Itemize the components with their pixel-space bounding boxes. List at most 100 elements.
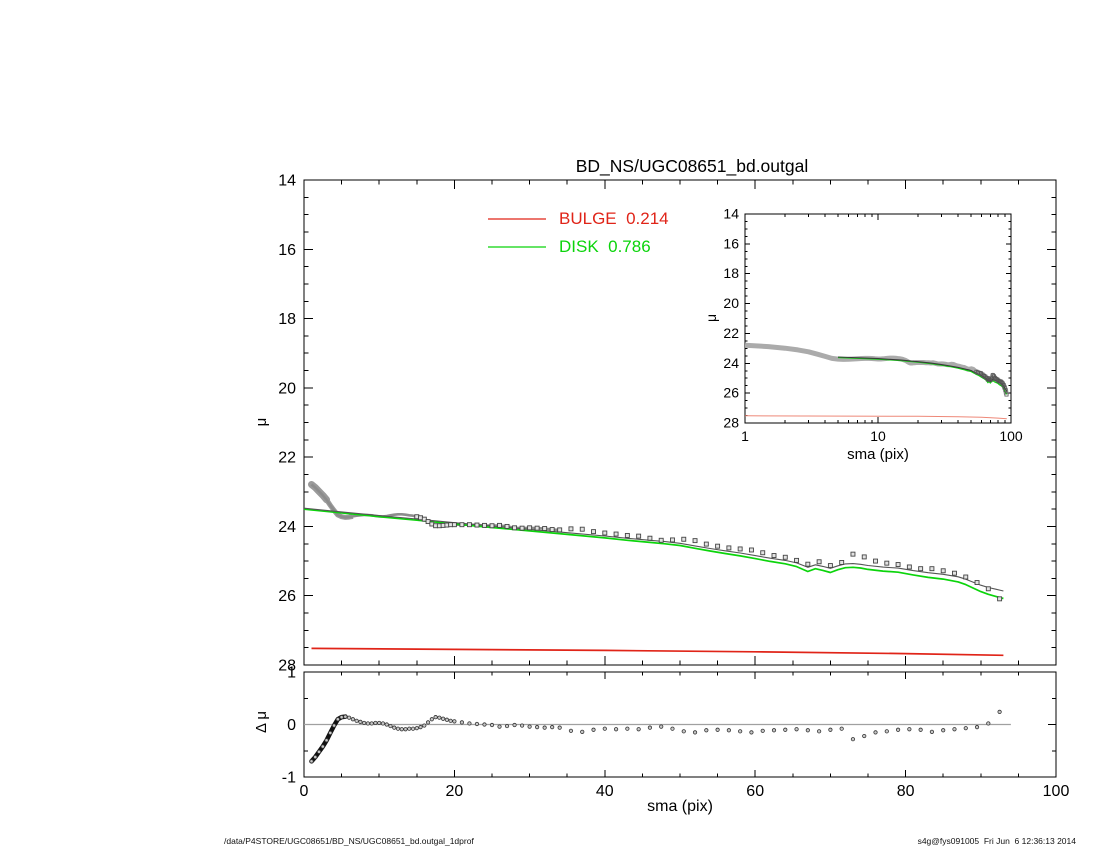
axis-tick-label: 14 — [723, 206, 739, 222]
residual-point — [362, 720, 367, 726]
inset-frame — [744, 213, 1012, 424]
residual-point — [963, 726, 968, 731]
inset-panel-series — [745, 342, 1009, 420]
inset-data-point — [1001, 383, 1006, 388]
residual-point — [542, 725, 547, 730]
residual-point — [591, 727, 596, 732]
residual-point — [986, 721, 991, 726]
residual-point — [771, 728, 777, 733]
residual-point — [794, 727, 799, 732]
axis-tick-label: 0 — [300, 783, 309, 800]
residual-point — [783, 727, 788, 732]
data-point-square — [748, 547, 754, 553]
residual-point — [444, 717, 449, 722]
residual-point — [884, 729, 889, 734]
data-point-square — [895, 562, 901, 567]
residual-point — [895, 727, 901, 732]
residual-point — [535, 725, 540, 730]
inset-data-point — [1004, 392, 1009, 397]
bottom-x-axis-label: sma (pix) — [647, 798, 713, 815]
data-point-square — [658, 537, 664, 543]
data-point-square — [873, 558, 878, 564]
residual-point — [350, 717, 355, 722]
residual-point — [550, 725, 555, 730]
residual-point — [850, 737, 856, 742]
residual-point — [448, 718, 453, 723]
residual-point — [452, 719, 457, 724]
data-point-square — [839, 560, 845, 565]
data-point-square — [816, 559, 822, 565]
data-point-square — [527, 525, 533, 531]
chart-title: BD_NS/UGC08651_bd.outgal — [575, 156, 809, 176]
data-point-square — [794, 557, 800, 563]
residual-point — [613, 727, 619, 732]
axis-tick-label: 18 — [723, 265, 739, 281]
residual-point — [704, 728, 709, 733]
residual-point — [316, 749, 322, 754]
residual-point — [557, 725, 562, 730]
data-point-square — [482, 522, 487, 528]
data-point-square — [703, 541, 709, 547]
data-point-square — [474, 522, 480, 528]
residual-point — [328, 730, 333, 736]
legend-bulge-label: BULGE 0.214 — [559, 209, 669, 228]
residual-point — [527, 724, 532, 729]
data-point-square — [613, 531, 619, 537]
residual-point — [504, 723, 510, 729]
axis-tick-label: 60 — [746, 783, 764, 800]
residual-thick-line — [309, 714, 348, 764]
residual-point — [760, 728, 765, 733]
axis-tick-label: 40 — [596, 783, 614, 800]
legend-disk-label: DISK 0.786 — [559, 237, 651, 256]
axis-tick-label: 0 — [287, 717, 296, 734]
residual-point — [512, 722, 517, 728]
data-point-square — [782, 554, 788, 560]
residual-point — [380, 721, 386, 726]
data-point-square — [692, 538, 698, 544]
residual-point — [519, 723, 525, 728]
disk-line — [303, 508, 1004, 600]
inset-clipped — [745, 342, 1009, 420]
axis-tick-label: 80 — [897, 783, 915, 800]
data-point-square — [512, 525, 518, 531]
axis-tick-label: -1 — [282, 770, 296, 787]
data-point-square — [918, 566, 924, 572]
residual-point — [482, 722, 487, 727]
residual-y-axis-label: Δ μ — [253, 711, 270, 734]
residual-point — [715, 727, 720, 732]
residual-point — [952, 727, 957, 732]
residual-point — [399, 727, 404, 732]
residual-point — [392, 725, 397, 730]
main-panel-series — [303, 481, 1004, 657]
residual-point — [692, 730, 698, 735]
residual-point — [395, 726, 401, 731]
inset-y-axis-label: μ — [703, 313, 719, 323]
residual-point — [403, 727, 408, 732]
data-point-square — [929, 566, 935, 572]
residual-point — [388, 723, 393, 729]
inset-x-axis-label: sma (pix) — [847, 446, 909, 463]
axis-ticks — [303, 179, 1057, 778]
residual-point — [324, 738, 329, 743]
residual-point — [313, 754, 318, 760]
axis-tick-label: 24 — [723, 355, 739, 371]
residual-point — [602, 726, 607, 731]
residual-point — [918, 727, 923, 732]
axis-tick-label: 20 — [723, 295, 739, 311]
axis-tick-label: 10 — [870, 428, 886, 444]
residual-point — [839, 726, 844, 731]
residual-point — [659, 724, 664, 729]
residual-point — [407, 726, 412, 731]
data-point-square — [952, 570, 957, 576]
data-point-square — [602, 530, 608, 536]
axis-tick-label: 28 — [278, 658, 296, 675]
data-point-square — [670, 537, 675, 543]
axis-tick-label: 1 — [741, 428, 749, 444]
data-point-square — [497, 522, 502, 528]
inset-data-point — [990, 373, 995, 378]
residual-point — [474, 721, 480, 727]
axis-tick-label: 20 — [446, 783, 464, 800]
residual-point — [418, 725, 423, 730]
